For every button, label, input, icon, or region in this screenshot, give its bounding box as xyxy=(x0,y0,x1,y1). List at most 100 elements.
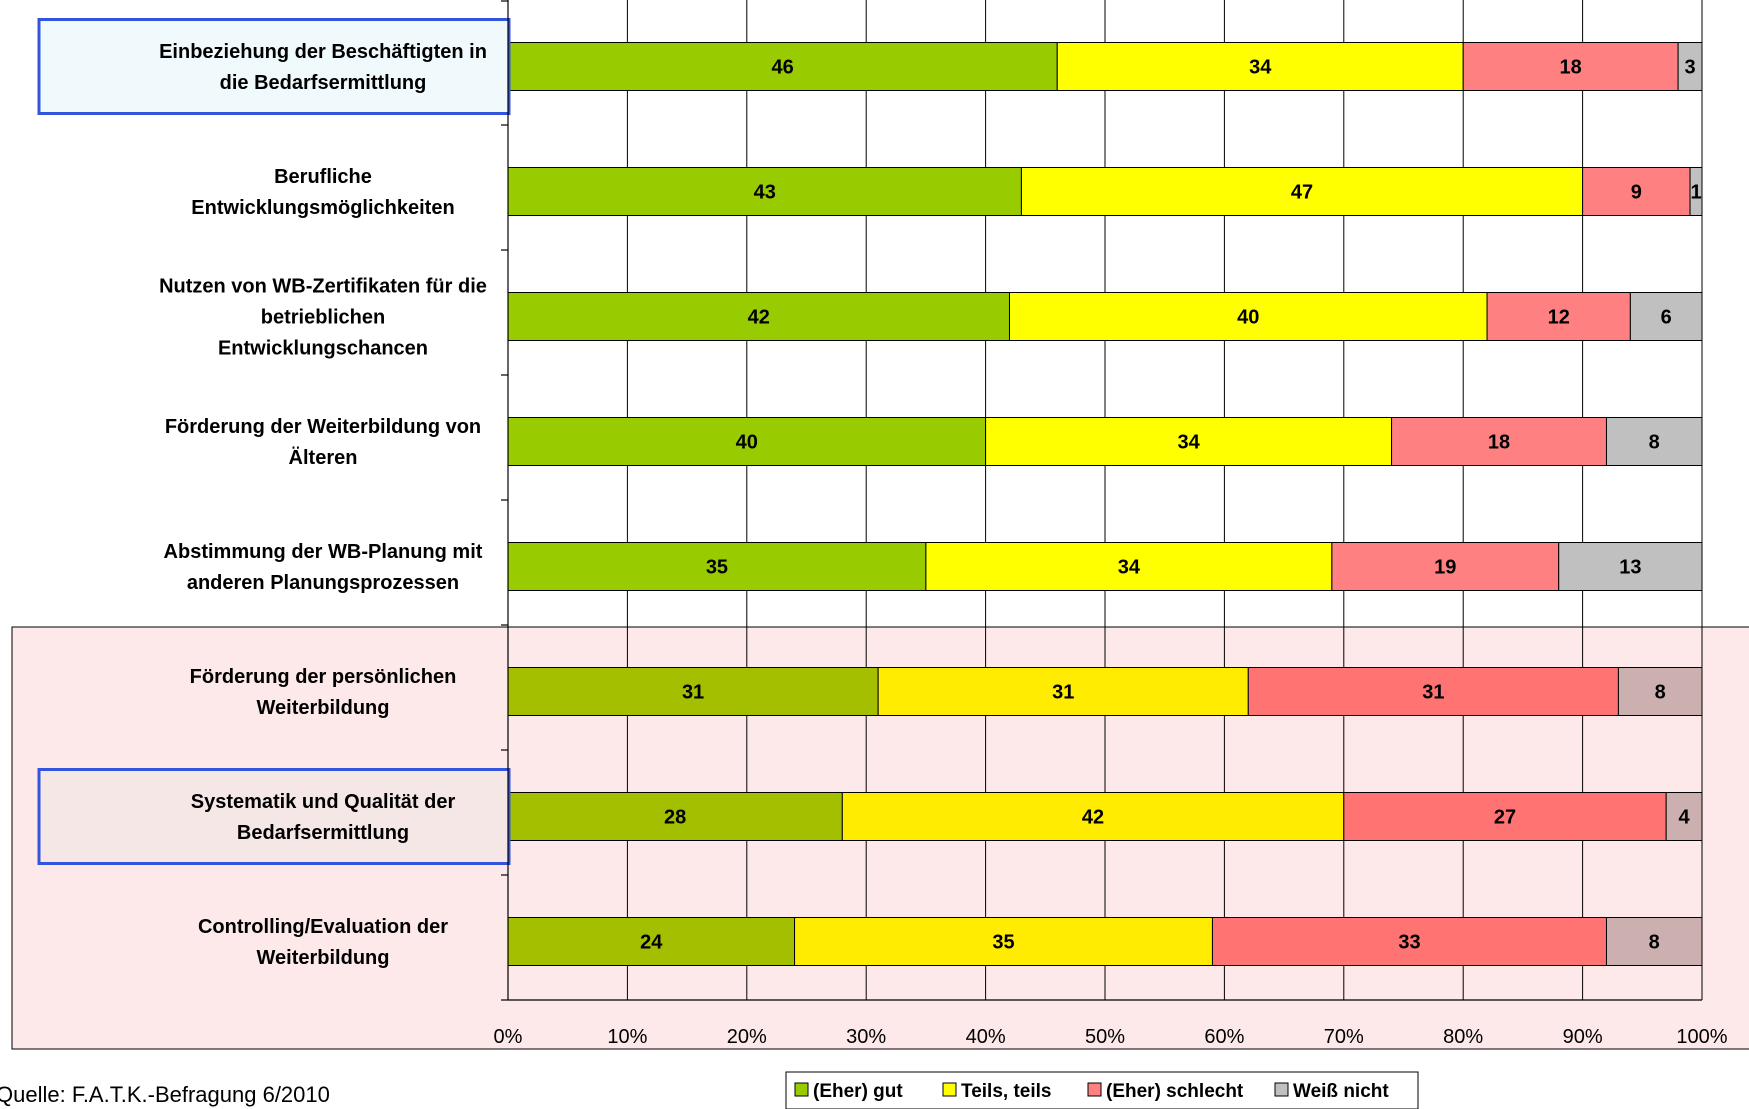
bar-segment xyxy=(507,542,927,591)
category-label: Entwicklungsmöglichkeiten xyxy=(191,197,454,219)
category-label: betrieblichen xyxy=(261,307,385,329)
category-labels: Einbeziehung der Beschäftigten in die Bed… xyxy=(37,18,511,969)
category-label: Abstimmung der WB-Planung mit xyxy=(164,541,483,563)
bar-value-label: 28 xyxy=(664,807,686,829)
bar-segment xyxy=(1689,167,1703,216)
legend-box xyxy=(785,1071,1419,1109)
x-tick-label: 70% xyxy=(1324,1026,1364,1048)
bar-segment xyxy=(507,792,843,841)
bar-segment xyxy=(1020,167,1584,216)
bar-segment xyxy=(1605,417,1703,466)
category-label: Systematik und Qualität der xyxy=(191,791,456,813)
x-tick-label: 30% xyxy=(846,1026,886,1048)
bar-segment xyxy=(1008,292,1488,341)
bar-value-label: 9 xyxy=(1631,182,1642,204)
category-label: Förderung der Weiterbildung von xyxy=(165,416,481,438)
category-label: die Bedarfsermittlung xyxy=(220,72,427,94)
bar-segment xyxy=(1582,167,1691,216)
bar-segment xyxy=(794,917,1213,966)
bar-segment xyxy=(1605,917,1703,966)
axes: 0% 10% 20% 30% 40% 50% 60% 70% 80% 90% 100% xyxy=(494,0,1728,1048)
bar-value-label: 8 xyxy=(1649,932,1660,954)
category-label: Bedarfsermittlung xyxy=(237,822,409,844)
bar-value-label: 1 xyxy=(1690,182,1701,204)
bar-value-label: 8 xyxy=(1649,432,1660,454)
bar-segment xyxy=(1677,42,1703,91)
category-label: anderen Planungsprozessen xyxy=(187,572,459,594)
category-label: Förderung der persönlichen xyxy=(190,666,457,688)
legend-swatch xyxy=(1087,1082,1102,1097)
bar-segment xyxy=(925,542,1333,591)
bar-value-label: 13 xyxy=(1619,557,1641,579)
source-note: Quelle: F.A.T.K.-Befragung 6/2010 xyxy=(0,1082,330,1107)
bar-value-label: 31 xyxy=(1422,682,1444,704)
category-label: Älteren xyxy=(289,446,358,469)
category-label: Weiterbildung xyxy=(257,947,390,969)
bar-segment xyxy=(507,667,879,716)
x-tick-label: 40% xyxy=(966,1026,1006,1048)
bar-value-label: 40 xyxy=(1237,307,1259,329)
bar-segment xyxy=(507,292,1010,341)
bar-segment xyxy=(1629,292,1703,341)
bar-segment xyxy=(1558,542,1703,591)
bar-value-label: 3 xyxy=(1684,57,1695,79)
x-tick-label: 20% xyxy=(727,1026,767,1048)
bar-value-label: 27 xyxy=(1494,807,1516,829)
bar-value-label: 18 xyxy=(1488,432,1510,454)
category-label: Entwicklungschancen xyxy=(218,338,428,360)
bar-value-label: 40 xyxy=(736,432,758,454)
x-tick-label: 50% xyxy=(1085,1026,1125,1048)
bar-value-label: 31 xyxy=(1052,682,1074,704)
bar-value-label: 47 xyxy=(1291,182,1313,204)
bar-value-label: 35 xyxy=(992,932,1014,954)
highlight-box xyxy=(37,18,511,115)
bar-value-label: 24 xyxy=(640,932,663,954)
bar-value-label: 42 xyxy=(1082,807,1104,829)
bar-value-label: 12 xyxy=(1548,307,1570,329)
bar-segment xyxy=(1247,667,1619,716)
x-tick-label: 90% xyxy=(1563,1026,1603,1048)
bar-segment xyxy=(985,417,1393,466)
category-label: Berufliche xyxy=(274,166,372,188)
bar-value-label: 46 xyxy=(771,57,793,79)
legend-label: (Eher) schlecht xyxy=(1106,1081,1244,1102)
category-label: Einbeziehung der Beschäftigten in xyxy=(159,41,487,63)
legend-swatch xyxy=(794,1082,809,1097)
bar-value-label: 34 xyxy=(1118,557,1141,579)
bar-value-label: 35 xyxy=(706,557,728,579)
bar-segment xyxy=(1486,292,1631,341)
legend-swatch xyxy=(1274,1082,1289,1097)
bar-segment xyxy=(1331,542,1560,591)
bar-value-label: 34 xyxy=(1177,432,1200,454)
legend-label: Weiß nicht xyxy=(1293,1081,1389,1102)
bar-value-label: 18 xyxy=(1560,57,1582,79)
bar-value-label: 6 xyxy=(1661,307,1672,329)
bar-value-label: 19 xyxy=(1434,557,1456,579)
bar-segment xyxy=(1343,792,1667,841)
bar-value-label: 4 xyxy=(1679,807,1691,829)
legend-label: (Eher) gut xyxy=(813,1081,903,1102)
bar-segment xyxy=(1617,667,1703,716)
bars: 46 34 18 3 43 47 9 1 42 40 12 6 40 34 18 8 35 34 19 13 31 31 3… xyxy=(507,42,1703,966)
bar-value-label: 8 xyxy=(1655,682,1666,704)
bar-value-label: 42 xyxy=(748,307,770,329)
bar-value-label: 33 xyxy=(1398,932,1420,954)
x-tick-label: 10% xyxy=(607,1026,647,1048)
bar-segment xyxy=(507,167,1022,216)
x-tick-label: 0% xyxy=(494,1026,523,1048)
x-tick-label: 60% xyxy=(1204,1026,1244,1048)
legend: (Eher) gut Teils, teils (Eher) schlecht Wei… xyxy=(785,1071,1419,1109)
x-tick-label: 100% xyxy=(1676,1026,1727,1048)
bar-value-label: 43 xyxy=(754,182,776,204)
highlight-box xyxy=(37,768,511,865)
category-label: Weiterbildung xyxy=(257,697,390,719)
bar-segment xyxy=(1665,792,1703,841)
category-label: Nutzen von WB-Zertifikaten für die xyxy=(159,276,487,298)
bar-segment xyxy=(1391,417,1607,466)
bar-segment xyxy=(507,417,987,466)
bar-value-label: 34 xyxy=(1249,57,1272,79)
legend-label: Teils, teils xyxy=(961,1081,1051,1102)
x-tick-label: 80% xyxy=(1443,1026,1483,1048)
legend-swatch xyxy=(942,1082,957,1097)
